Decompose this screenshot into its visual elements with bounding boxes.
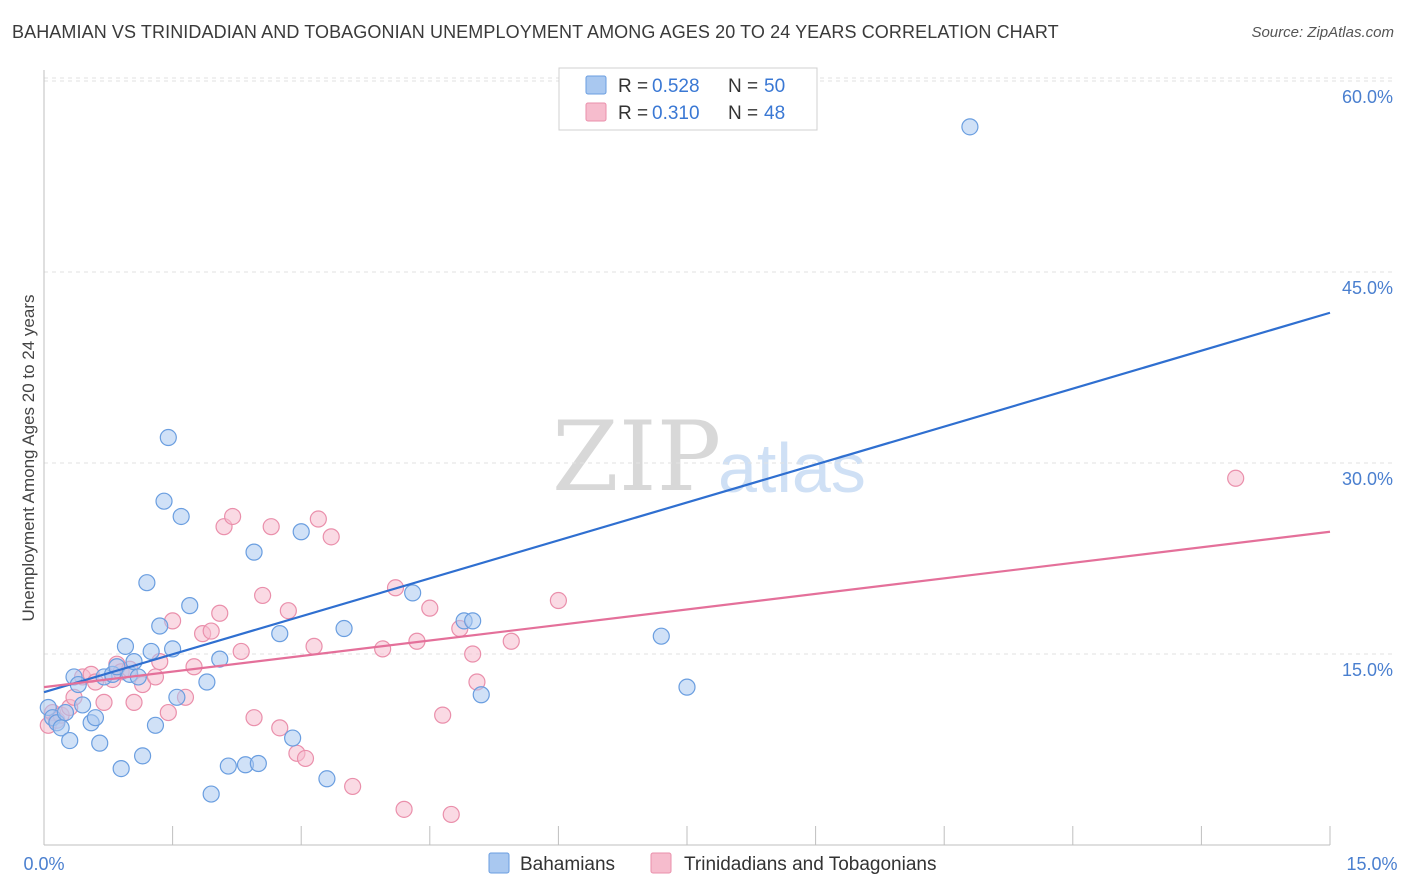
bahamians-trend-line	[43, 311, 1331, 694]
bahamians-point-40	[292, 523, 310, 541]
bahamians-point-39	[284, 729, 302, 747]
x-tick-label-max: 15.0%	[1346, 854, 1397, 874]
bahamians-point-23	[146, 716, 165, 734]
bahamians-point-43	[404, 584, 422, 602]
bahamians-point-22	[142, 642, 160, 661]
bahamians-point-30	[181, 597, 199, 615]
bahamians-point-29	[172, 507, 190, 526]
legend-swatch-bahamians	[585, 75, 607, 95]
grid-lines	[44, 77, 1392, 655]
watermark-zip: ZIP	[552, 401, 721, 513]
bahamians-point-34	[219, 757, 237, 775]
y-tick-label-15: 15.0%	[1342, 660, 1393, 680]
trinidadians-point-23	[202, 622, 220, 640]
bahamians-point-38	[271, 625, 289, 643]
legend-swatch-trinidadians	[585, 102, 607, 122]
trinidadians-point-14	[125, 693, 143, 711]
bottom-legend-swatch-bahamians	[488, 852, 510, 874]
bahamians-point-42	[335, 619, 353, 638]
chart-title: BAHAMIAN VS TRINIDADIAN AND TOBAGONIAN U…	[12, 22, 1059, 42]
legend-n-value-1: 50	[764, 76, 785, 97]
x-tick-label-min: 0.0%	[23, 854, 64, 874]
legend-r-value-1: 0.528	[652, 76, 700, 97]
bahamians-point-8	[73, 696, 92, 714]
bottom-legend-trinidadians: Trinidadians and Tobagonians	[684, 854, 936, 875]
trinidadians-point-39	[374, 640, 392, 658]
bahamians-point-5	[61, 731, 79, 750]
y-axis-tick-labels: 15.0% 30.0% 45.0% 60.0%	[1342, 87, 1393, 680]
bahamians-point-4	[56, 703, 75, 722]
trinidadians-point-41	[395, 800, 413, 818]
y-tick-label-30: 30.0%	[1342, 469, 1393, 489]
trinidadians-point-32	[279, 602, 297, 620]
trinidadians-point-24	[211, 604, 229, 622]
bahamians-point-25	[155, 492, 173, 510]
legend-r-label-1: R =	[618, 76, 648, 97]
trinidadians-point-38	[344, 777, 362, 796]
legend-r-value-2: 0.310	[652, 103, 700, 124]
legend-n-label-2: N =	[728, 103, 758, 124]
bahamians-point-11	[91, 734, 109, 752]
bahamians-point-28	[168, 688, 186, 706]
bahamians-point-36	[249, 754, 267, 773]
trinidadians-point-43	[421, 599, 439, 617]
trinidadians-point-36	[309, 510, 327, 528]
trinidadians-point-37	[322, 528, 340, 546]
trinidadians-point-28	[245, 709, 263, 727]
correlation-legend: R = 0.528 N = 50 R = 0.310 N = 48	[558, 67, 818, 131]
bahamians-point-24	[151, 617, 169, 635]
bahamians-point-48	[678, 678, 696, 696]
bahamians-point-46	[472, 686, 490, 704]
bahamians-point-32	[202, 785, 220, 803]
trinidadians-point-44	[434, 706, 452, 724]
bahamians-point-49	[961, 118, 979, 136]
source-credit: Source: ZipAtlas.com	[1251, 24, 1394, 41]
watermark-atlas: atlas	[718, 429, 866, 507]
trinidadians-point-50	[549, 591, 568, 610]
trinidadians-point-27	[232, 642, 250, 661]
bahamians-point-15	[112, 759, 130, 778]
bahamians-point-16	[116, 637, 135, 655]
bahamians-point-10	[86, 709, 105, 727]
trinidadians-point-34	[296, 749, 315, 768]
y-tick-label-45: 45.0%	[1342, 278, 1393, 298]
legend-r-label-2: R =	[618, 103, 648, 124]
bahamians-point-37	[245, 543, 263, 561]
y-tick-label-60: 60.0%	[1342, 87, 1393, 107]
trinidadians-point-35	[305, 637, 323, 655]
trinidadians-point-49	[502, 632, 520, 650]
trinidadians-trend-line	[43, 530, 1331, 689]
legend-n-value-2: 48	[764, 103, 785, 124]
trinidadians-point-47	[464, 645, 482, 663]
legend-n-label-1: N =	[728, 76, 758, 97]
trinidadians-point-30	[262, 518, 280, 536]
trinidadians-point-16	[146, 668, 165, 686]
y-axis-label: Unemployment Among Ages 20 to 24 years	[19, 295, 38, 622]
trinidadians-point-31	[271, 719, 289, 737]
bahamians-point-21	[138, 574, 156, 592]
bahamians-point-20	[133, 747, 152, 765]
bahamians-point-26	[159, 428, 177, 447]
trinidadians-point-9	[95, 693, 113, 711]
bahamians-point-33	[211, 650, 229, 668]
trinidadians-point-51	[1227, 469, 1245, 487]
trinidadians-point-21	[185, 658, 203, 676]
bahamians-point-41	[318, 770, 336, 788]
bottom-legend-swatch-trinidadians	[650, 852, 672, 874]
bahamians-point-31	[198, 673, 216, 691]
bahamians-point-47	[652, 627, 670, 645]
trinidadians-point-26	[224, 507, 242, 526]
trinidadians-point-45	[442, 805, 460, 824]
bottom-legend-bahamians: Bahamians	[520, 854, 615, 875]
trinidadians-point-29	[254, 586, 272, 605]
series-legend: Bahamians Trinidadians and Tobagonians	[488, 852, 936, 875]
x-axis-ticks	[43, 826, 1331, 845]
bahamians-point-45	[464, 612, 482, 630]
trinidadians-point-18	[159, 703, 177, 722]
